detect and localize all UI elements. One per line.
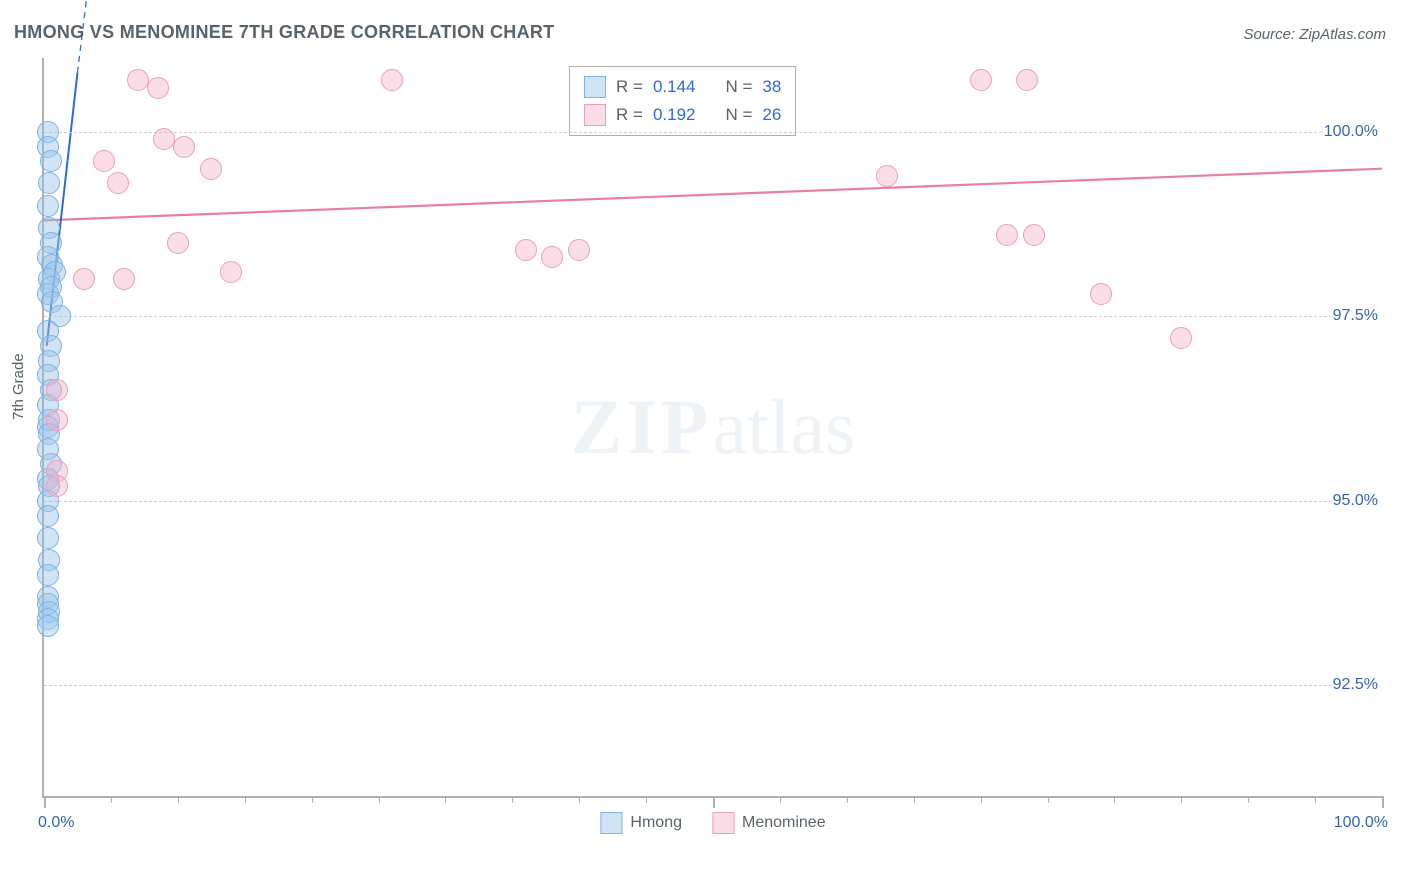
legend-swatch-menominee (584, 104, 606, 126)
data-point (46, 475, 68, 497)
trend-line (44, 169, 1382, 221)
x-tick-minor (579, 796, 580, 803)
y-tick-label: 95.0% (1333, 492, 1384, 510)
data-point (1016, 69, 1038, 91)
data-point (970, 69, 992, 91)
data-point (1023, 224, 1045, 246)
data-point (40, 150, 62, 172)
legend-bottom-label-menominee: Menominee (742, 814, 826, 832)
data-point (73, 268, 95, 290)
x-tick-label-left: 0.0% (38, 814, 74, 832)
n-label: N = (725, 101, 752, 129)
data-point (46, 379, 68, 401)
x-tick-minor (178, 796, 179, 803)
legend-bottom-menominee: Menominee (712, 812, 826, 834)
data-point (568, 239, 590, 261)
data-point (153, 128, 175, 150)
y-tick-label: 92.5% (1333, 676, 1384, 694)
data-point (37, 195, 59, 217)
data-point (541, 246, 563, 268)
data-point (37, 615, 59, 637)
n-value-hmong: 38 (762, 73, 781, 101)
data-point (200, 158, 222, 180)
x-tick-minor (1048, 796, 1049, 803)
data-point (1090, 283, 1112, 305)
x-tick-minor (312, 796, 313, 803)
source-label: Source: ZipAtlas.com (1243, 26, 1386, 43)
x-tick-minor (1181, 796, 1182, 803)
x-tick-minor (847, 796, 848, 803)
x-tick-minor (646, 796, 647, 803)
legend-bottom: Hmong Menominee (600, 812, 825, 834)
chart-container: HMONG VS MENOMINEE 7TH GRADE CORRELATION… (0, 0, 1406, 892)
data-point (220, 261, 242, 283)
x-tick-label-right: 100.0% (1334, 814, 1388, 832)
data-point (46, 409, 68, 431)
gridline-h (44, 316, 1382, 317)
gridline-h (44, 685, 1382, 686)
x-tick-minor (445, 796, 446, 803)
n-value-menominee: 26 (762, 101, 781, 129)
n-label: N = (725, 73, 752, 101)
plot-area: ZIPatlas R = 0.144 N = 38 R = 0.192 N = … (42, 58, 1382, 798)
x-tick-minor (1315, 796, 1316, 803)
r-label: R = (616, 73, 643, 101)
x-tick-minor (981, 796, 982, 803)
x-tick-major (713, 796, 715, 808)
x-tick-minor (1248, 796, 1249, 803)
data-point (173, 136, 195, 158)
x-tick-minor (379, 796, 380, 803)
x-tick-major (1382, 796, 1384, 808)
data-point (876, 165, 898, 187)
chart-title: HMONG VS MENOMINEE 7TH GRADE CORRELATION… (14, 22, 554, 43)
data-point (37, 564, 59, 586)
y-tick-label: 97.5% (1333, 307, 1384, 325)
x-tick-minor (512, 796, 513, 803)
data-point (93, 150, 115, 172)
data-point (107, 172, 129, 194)
legend-bottom-hmong: Hmong (600, 812, 682, 834)
legend-swatch-hmong (584, 76, 606, 98)
data-point (996, 224, 1018, 246)
data-point (1170, 327, 1192, 349)
x-tick-major (44, 796, 46, 808)
data-point (37, 505, 59, 527)
data-point (515, 239, 537, 261)
data-point (167, 232, 189, 254)
r-value-menominee: 0.192 (653, 101, 696, 129)
gridline-h (44, 132, 1382, 133)
legend-bottom-swatch-hmong (600, 812, 622, 834)
x-tick-minor (914, 796, 915, 803)
r-value-hmong: 0.144 (653, 73, 696, 101)
data-point (127, 69, 149, 91)
legend-row-menominee: R = 0.192 N = 26 (584, 101, 781, 129)
x-tick-minor (111, 796, 112, 803)
gridline-h (44, 501, 1382, 502)
r-label: R = (616, 101, 643, 129)
x-tick-minor (245, 796, 246, 803)
legend-bottom-label-hmong: Hmong (630, 814, 682, 832)
legend-bottom-swatch-menominee (712, 812, 734, 834)
y-axis-label: 7th Grade (10, 353, 27, 420)
legend-row-hmong: R = 0.144 N = 38 (584, 73, 781, 101)
x-tick-minor (780, 796, 781, 803)
y-tick-label: 100.0% (1324, 123, 1384, 141)
x-tick-minor (1114, 796, 1115, 803)
data-point (113, 268, 135, 290)
legend-top: R = 0.144 N = 38 R = 0.192 N = 26 (569, 66, 796, 136)
data-point (37, 527, 59, 549)
data-point (381, 69, 403, 91)
data-point (38, 172, 60, 194)
data-point (147, 77, 169, 99)
